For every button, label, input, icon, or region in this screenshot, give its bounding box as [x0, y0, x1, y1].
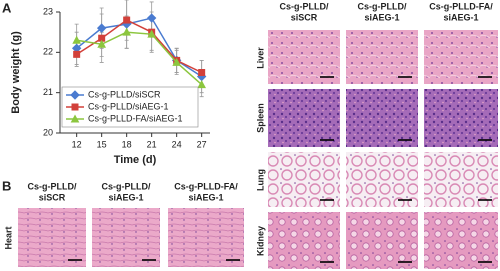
legend-label: Cs-g-PLLD/siAEG-1 [88, 101, 169, 111]
marker [122, 27, 132, 36]
x-tick-label: 15 [97, 139, 107, 149]
column-header: siSCR [291, 12, 318, 22]
x-axis-label: Time (d) [114, 154, 157, 166]
x-tick-label: 27 [197, 139, 207, 149]
marker [197, 80, 207, 89]
column-header: siAEG-1 [443, 12, 478, 22]
series-line [76, 31, 203, 86]
row-label: Kidney [255, 226, 265, 256]
y-tick-label: 23 [43, 6, 53, 16]
row-label: Spleen [255, 103, 265, 133]
column-header: Cs-g-PLLD-FA/ [174, 181, 238, 191]
column-header: siAEG-1 [364, 12, 399, 22]
y-tick-label: 22 [43, 47, 53, 57]
row-label: Lung [255, 169, 265, 191]
legend-box [61, 86, 199, 128]
column-header: siAEG-1 [108, 192, 143, 202]
legend-label: Cs-g-PLLD/siSCR [88, 89, 161, 99]
y-axis-label: Body weight (g) [10, 31, 22, 114]
micrographs [268, 30, 498, 269]
column-header: Cs-g-PLLD-FA/ [429, 1, 493, 11]
micrographs [18, 208, 244, 267]
column-header: Cs-g-PLLD/ [28, 181, 77, 191]
legend-marker [70, 114, 80, 123]
column-header: siAEG-1 [188, 192, 223, 202]
x-tick-label: 21 [147, 139, 157, 149]
y-tick-label: 20 [43, 127, 53, 137]
marker [97, 39, 107, 48]
column-header: siSCR [39, 192, 66, 202]
marker [73, 50, 81, 58]
panel-label: B [2, 178, 11, 193]
column-header: Cs-g-PLLD/ [280, 1, 329, 11]
marker [123, 16, 131, 24]
column-header: Cs-g-PLLD/ [102, 181, 151, 191]
legend-marker [71, 103, 79, 111]
marker [96, 23, 107, 33]
panel-label: A [2, 0, 12, 15]
column-header: Cs-g-PLLD/ [358, 1, 407, 11]
row-label: Heart [3, 226, 13, 249]
marker [147, 29, 157, 38]
y-tick-label: 21 [43, 87, 53, 97]
x-tick-label: 12 [72, 139, 82, 149]
marker [198, 69, 206, 76]
histology-grid-a: Cs-g-PLLD/ siSCR Cs-g-PLLD/ siAEG-1 Cs-g… [255, 1, 498, 269]
marker [72, 35, 82, 44]
x-tick-label: 24 [172, 139, 182, 149]
legend-label: Cs-g-PLLD-FA/siAEG-1 [88, 113, 183, 123]
line-chart: 20 21 22 23 12 15 18 21 24 27 Time (d) Body weight … [10, 0, 210, 166]
series-line [76, 19, 202, 74]
row-label: Liver [255, 47, 265, 69]
histology-grid-b: Cs-g-PLLD/ siSCR Cs-g-PLLD/ siAEG-1 Cs-g… [3, 181, 244, 267]
x-tick-label: 18 [122, 139, 132, 149]
marker [172, 57, 182, 66]
legend-marker [70, 90, 80, 100]
marker [146, 13, 157, 23]
